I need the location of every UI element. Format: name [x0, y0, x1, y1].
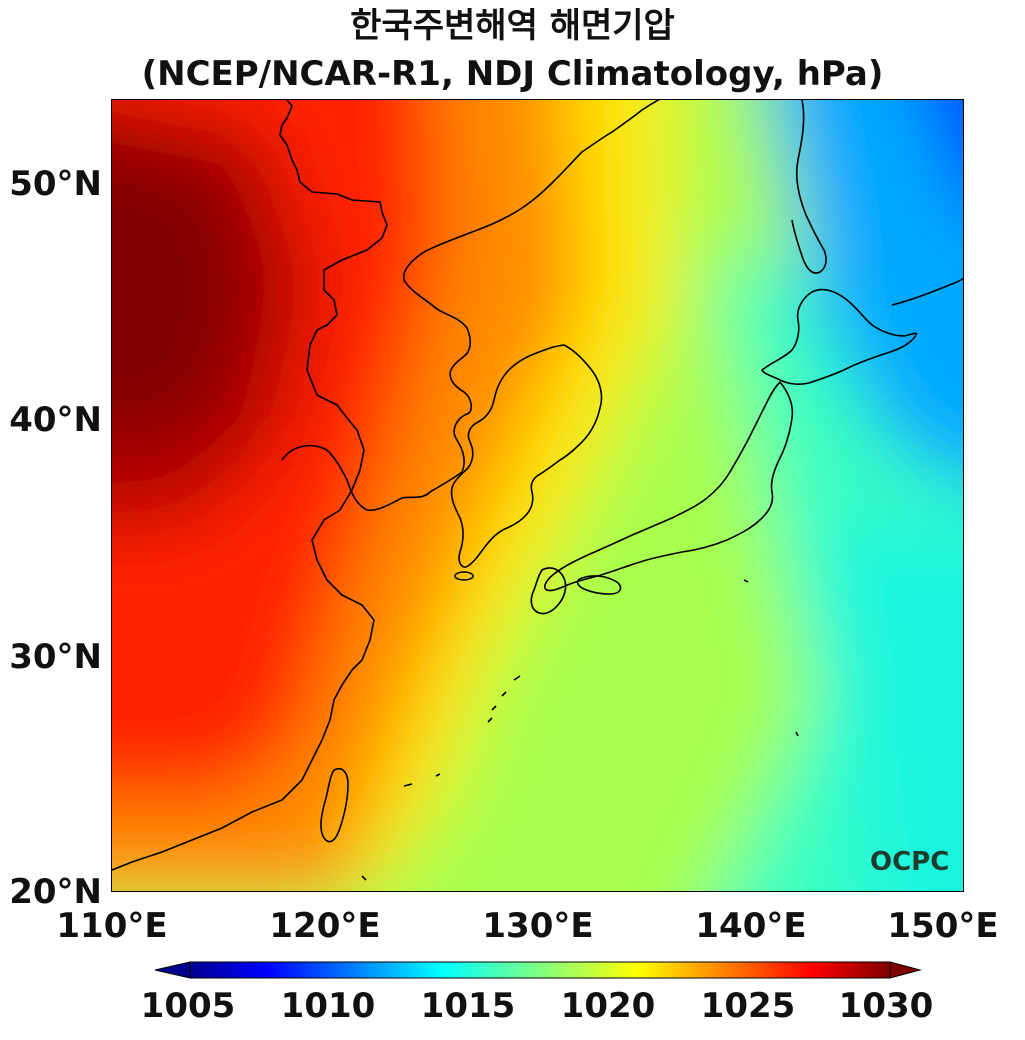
lon-tick-130e: 130°E [482, 906, 594, 946]
lat-tick-40n: 40°N [9, 400, 102, 440]
lat-tick-20n: 20°N [9, 872, 102, 912]
colorbar-extend-min [154, 961, 191, 979]
colorbar-label-1010: 1010 [280, 986, 376, 1026]
colorbar-label-1025: 1025 [700, 986, 796, 1026]
colorbar-gradient [189, 961, 891, 979]
pressure-map [111, 99, 964, 892]
lat-tick-30n: 30°N [9, 637, 102, 677]
lat-tick-50n: 50°N [9, 164, 102, 204]
pressure-field-svg [112, 100, 963, 891]
lon-tick-150e: 150°E [887, 906, 999, 946]
colorbar [154, 961, 922, 979]
ocpc-logo: OCPC [870, 847, 950, 877]
lon-tick-120e: 120°E [269, 906, 381, 946]
colorbar-label-1005: 1005 [140, 986, 236, 1026]
lon-tick-140e: 140°E [695, 906, 807, 946]
colorbar-label-1020: 1020 [560, 986, 656, 1026]
map-title: 한국주변해역 해면기압 [350, 6, 675, 46]
colorbar-label-1015: 1015 [420, 986, 516, 1026]
colorbar-extend-max [889, 961, 922, 979]
coastlines [112, 100, 963, 881]
map-subtitle: (NCEP/NCAR-R1, NDJ Climatology, hPa) [141, 54, 884, 94]
lon-tick-110e: 110°E [56, 906, 168, 946]
pressure-color-field [112, 100, 963, 891]
colorbar-label-1030: 1030 [838, 986, 934, 1026]
